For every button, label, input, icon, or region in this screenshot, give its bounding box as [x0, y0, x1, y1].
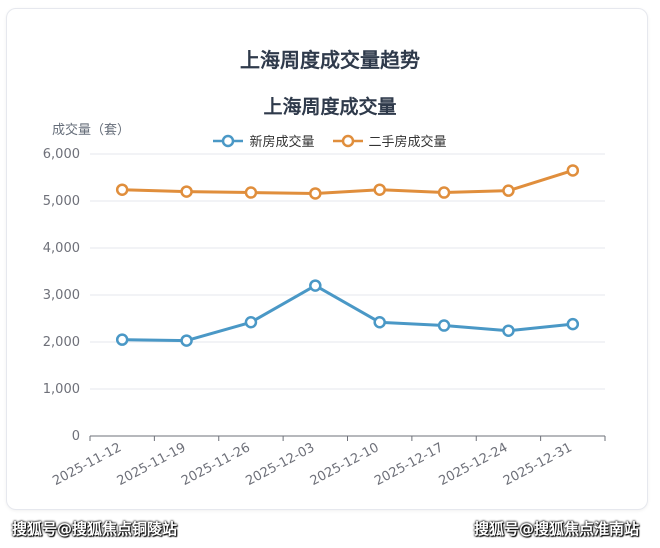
x-tick-label: 2025-11-19 [115, 440, 189, 489]
legend-label-second-hand: 二手房成交量 [368, 135, 447, 150]
data-point-second-hand [115, 183, 129, 196]
data-point-new-house [115, 333, 129, 346]
x-tick-label: 2025-11-26 [179, 440, 253, 489]
y-tick-label: 1,000 [43, 382, 80, 397]
data-point-second-hand [309, 187, 322, 200]
legend-label-new-house: 新房成交量 [249, 135, 315, 150]
legend-item-second-hand[interactable]: 二手房成交量 [332, 131, 447, 150]
y-tick-label: 5,000 [43, 194, 80, 209]
data-point-second-hand [502, 184, 515, 197]
legend-item-new-house[interactable]: 新房成交量 [213, 131, 315, 150]
y-tick-label: 6,000 [43, 147, 80, 162]
data-point-new-house [180, 334, 193, 347]
x-tick-label: 2025-12-24 [437, 440, 511, 489]
chart-card [6, 8, 648, 510]
data-point-new-house [437, 319, 451, 332]
x-tick-label: 2025-12-31 [501, 440, 575, 489]
x-tick-label: 2025-12-17 [372, 440, 446, 489]
x-tick-label: 2025-12-10 [308, 440, 382, 489]
card-title: 上海周度成交量趋势 [240, 48, 420, 72]
y-tick-label: 0 [72, 429, 80, 444]
y-tick-label: 4,000 [43, 241, 80, 256]
x-tick-label: 2025-11-12 [50, 440, 124, 489]
data-point-second-hand [437, 186, 451, 199]
legend-marker-second-hand [332, 134, 363, 147]
data-point-second-hand [373, 183, 386, 196]
data-point-second-hand [566, 164, 580, 177]
chart-title: 上海周度成交量 [263, 96, 397, 118]
series-line-new-house [122, 284, 573, 343]
series-line-second-hand [122, 169, 574, 195]
data-point-new-house [502, 324, 515, 337]
legend: 新房成交量 二手房成交量 [0, 131, 660, 150]
data-point-new-house [309, 279, 322, 292]
data-point-new-house [566, 317, 580, 331]
data-point-second-hand [180, 185, 193, 198]
watermark-left: 搜狐号@搜狐焦点铜陵站 [12, 520, 178, 538]
watermark-right: 搜狐号@搜狐焦点淮南站 [474, 520, 640, 538]
y-tick-label: 3,000 [43, 288, 80, 303]
y-axis-label: 成交量（套） [52, 123, 131, 138]
data-point-second-hand [244, 186, 258, 199]
legend-marker-new-house [213, 134, 244, 147]
y-tick-label: 2,000 [43, 335, 80, 350]
x-tick-label: 2025-12-03 [243, 440, 317, 489]
data-point-new-house [244, 316, 258, 329]
data-point-new-house [373, 316, 386, 329]
